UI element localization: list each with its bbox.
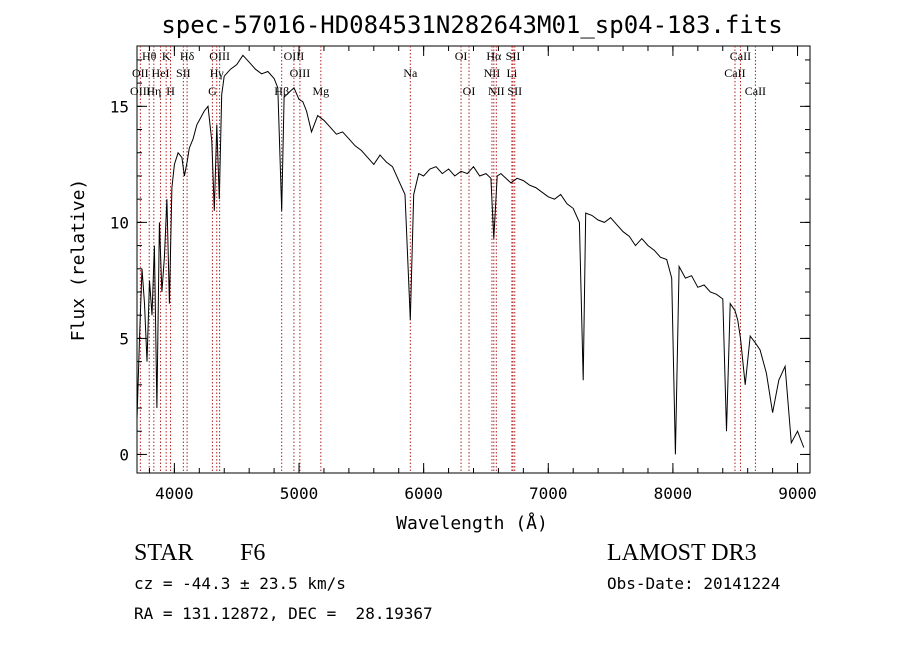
x-tick-label: 6000 <box>404 484 443 503</box>
line-label-caii: CaII <box>745 84 766 98</box>
line-label-nii: NII <box>488 84 505 98</box>
line-label-oiii: OIII <box>209 49 230 63</box>
line-label-k: K <box>162 49 171 63</box>
line-label-oii: OII <box>132 66 149 80</box>
x-tick-label: 4000 <box>155 484 194 503</box>
plot-frame <box>136 45 811 474</box>
spectrum-chart: spec-57016-HD084531N282643M01_sp04-183.f… <box>68 11 817 534</box>
line-label-oiii: OIII <box>290 66 311 80</box>
line-label-nii: NII <box>484 66 501 80</box>
obs-date-readout: Obs-Date: 20141224 <box>607 574 781 593</box>
chart-title: spec-57016-HD084531N282643M01_sp04-183.f… <box>161 11 782 39</box>
coords-readout: RA = 131.12872, DEC = 28.19367 <box>134 604 433 623</box>
x-tick-label: 9000 <box>778 484 817 503</box>
line-label-hη: Hη <box>146 84 161 98</box>
subclass-label: F6 <box>240 540 266 566</box>
line-label-hθ: Hθ <box>142 49 157 63</box>
survey-label: LAMOST DR3 <box>607 540 757 566</box>
spectrum-line <box>136 54 805 455</box>
line-label-caii: CaII <box>724 66 745 80</box>
x-axis-label: Wavelength (Å) <box>396 512 548 534</box>
line-label-mg: Mg <box>312 84 329 98</box>
x-tick-label: 7000 <box>529 484 568 503</box>
line-markers <box>139 46 756 473</box>
line-label-oi: OI <box>463 84 476 98</box>
line-label-na: Na <box>403 66 418 80</box>
x-axis: 4000 5000 6000 7000 8000 9000 <box>148 46 817 503</box>
line-label-hei: HeI <box>152 66 170 80</box>
line-label-oi: OI <box>455 49 468 63</box>
line-label-sii: SII <box>176 66 191 80</box>
line-labels: Hθ K Hδ OIII OIII OI Hα SII CaII OII HeI SII Hγ OIII N… <box>130 49 766 98</box>
y-tick-label: 10 <box>110 213 129 232</box>
line-label-h: H <box>166 84 175 98</box>
line-label-hδ: Hδ <box>180 49 195 63</box>
line-label-caii: CaII <box>730 49 751 63</box>
line-label-sii: SII <box>506 49 521 63</box>
class-label: STAR <box>134 540 194 566</box>
x-tick-label: 5000 <box>280 484 319 503</box>
line-label-oiii: OIII <box>130 84 151 98</box>
line-label-hγ: Hγ <box>210 66 225 80</box>
y-tick-label: 15 <box>110 97 129 116</box>
y-tick-label: 5 <box>119 329 129 348</box>
line-label-oiii: OIII <box>284 49 305 63</box>
line-label-sii: SII <box>507 84 522 98</box>
line-label-hβ: Hβ <box>274 84 289 98</box>
x-tick-label: 8000 <box>654 484 693 503</box>
line-label-li: Li <box>507 66 518 80</box>
line-label-hα: Hα <box>486 49 502 63</box>
cz-readout: cz = -44.3 ± 23.5 km/s <box>134 574 346 593</box>
line-label-g: G <box>208 84 217 98</box>
y-axis-label: Flux (relative) <box>68 179 89 342</box>
y-axis: 0 5 10 15 <box>110 59 810 464</box>
y-tick-label: 0 <box>119 445 129 464</box>
